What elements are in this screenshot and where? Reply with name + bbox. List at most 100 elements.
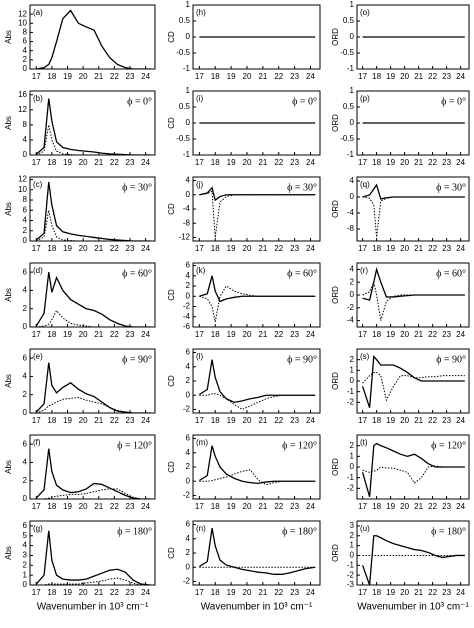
x-tick-label: 21 — [258, 330, 267, 339]
data-line — [199, 190, 316, 238]
y-tick-label: -2 — [347, 303, 355, 312]
y-axis-label: Abs — [4, 374, 13, 388]
x-tick-label: 23 — [126, 158, 135, 167]
x-tick-label: 22 — [428, 588, 437, 597]
panel-label: (d) — [33, 266, 43, 275]
y-axis-label: ORD — [331, 286, 340, 304]
panel-label: (m) — [196, 438, 208, 447]
plot-frame — [192, 262, 321, 328]
y-tick-label: 4 — [23, 46, 28, 55]
x-tick-label: 21 — [94, 72, 103, 81]
x-tick-label: 23 — [290, 330, 299, 339]
panel-label: (a) — [33, 8, 43, 17]
x-tick-label: 19 — [386, 244, 395, 253]
y-tick-label: -0.5 — [340, 48, 354, 57]
y-tick-label: -1 — [183, 64, 191, 73]
x-tick-label: 23 — [126, 244, 135, 253]
x-tick-label: 22 — [110, 244, 119, 253]
y-tick-label: -2 — [183, 302, 191, 311]
y-tick-label: 6 — [23, 521, 28, 530]
x-tick-label: 18 — [372, 72, 381, 81]
y-axis-label: Abs — [4, 546, 13, 560]
x-tick-label: 21 — [414, 158, 423, 167]
x-tick-label: 17 — [195, 244, 204, 253]
x-tick-label: 20 — [400, 158, 409, 167]
x-tick-label: 24 — [141, 158, 150, 167]
y-tick-label: 0 — [23, 494, 28, 503]
x-tick-label: 23 — [126, 416, 135, 425]
x-tick-label: 24 — [306, 72, 315, 81]
y-axis-label: CD — [167, 461, 176, 473]
x-axis-label: Wavenumber in 10³ cm⁻¹ — [357, 602, 469, 613]
x-tick-label: 24 — [141, 502, 150, 511]
y-tick-label: -1 — [347, 64, 355, 73]
y-axis-label: CD — [167, 203, 176, 215]
y-axis-label: Abs — [4, 288, 13, 302]
y-tick-label: 0 — [186, 32, 191, 41]
x-tick-label: 18 — [47, 244, 56, 253]
x-tick-label: 18 — [372, 416, 381, 425]
x-tick-label: 24 — [456, 416, 465, 425]
data-line — [361, 535, 465, 585]
y-tick-label: 0 — [23, 236, 28, 245]
x-tick-label: 23 — [290, 72, 299, 81]
x-tick-label: 24 — [141, 244, 150, 253]
data-line — [199, 393, 316, 411]
x-axis-label: Wavenumber in 10³ cm⁻¹ — [37, 602, 149, 613]
y-tick-label: 2 — [186, 548, 191, 557]
panel-label: (h) — [196, 8, 206, 17]
panel-label: (n) — [196, 524, 206, 533]
y-tick-label: 0 — [350, 376, 355, 385]
x-tick-label: 17 — [195, 158, 204, 167]
x-tick-label: 22 — [274, 416, 283, 425]
y-tick-label: 0 — [23, 580, 28, 589]
panel-label: (k) — [196, 266, 206, 275]
y-tick-label: -0.5 — [176, 134, 190, 143]
x-tick-label: 23 — [442, 502, 451, 511]
data-line — [35, 272, 151, 327]
data-line — [362, 465, 465, 484]
x-tick-label: 19 — [63, 244, 72, 253]
y-tick-label: 12 — [18, 175, 27, 184]
annotation: ϕ = 180° — [117, 526, 152, 537]
y-tick-label: 2 — [23, 390, 28, 399]
x-tick-label: 21 — [258, 416, 267, 425]
y-tick-label: -2 — [347, 397, 355, 406]
data-line — [199, 186, 316, 202]
x-tick-label: 17 — [358, 244, 367, 253]
x-tick-label: 24 — [456, 158, 465, 167]
x-tick-label: 20 — [243, 416, 252, 425]
y-tick-label: -4 — [347, 208, 355, 217]
data-line — [199, 359, 316, 404]
x-tick-label: 22 — [274, 588, 283, 597]
y-tick-label: -8 — [347, 224, 355, 233]
x-tick-label: 19 — [386, 416, 395, 425]
x-tick-label: 17 — [195, 416, 204, 425]
annotation: ϕ = 60° — [287, 268, 317, 279]
y-tick-label: -1 — [347, 387, 355, 396]
x-tick-label: 18 — [47, 588, 56, 597]
y-tick-label: 12 — [18, 105, 27, 114]
y-tick-label: 0 — [350, 32, 355, 41]
x-tick-label: 18 — [372, 330, 381, 339]
data-line — [35, 530, 151, 585]
y-tick-label: 5 — [23, 531, 28, 540]
data-line — [361, 354, 465, 408]
annotation: ϕ = 60° — [122, 268, 152, 279]
y-tick-label: 0 — [23, 322, 28, 331]
x-tick-label: 19 — [227, 72, 236, 81]
x-tick-label: 22 — [428, 158, 437, 167]
y-axis-label: ORD — [331, 200, 340, 218]
y-tick-label: 6 — [186, 434, 191, 443]
x-tick-label: 23 — [442, 158, 451, 167]
data-line — [36, 488, 151, 499]
y-tick-label: -0.5 — [340, 134, 354, 143]
x-tick-label: 18 — [211, 244, 220, 253]
x-tick-label: 21 — [94, 158, 103, 167]
x-tick-label: 24 — [456, 244, 465, 253]
x-tick-label: 23 — [126, 72, 135, 81]
x-tick-label: 17 — [32, 330, 41, 339]
x-tick-label: 20 — [243, 588, 252, 597]
panel-label: (f) — [33, 438, 41, 447]
y-axis-label: Abs — [4, 202, 13, 216]
